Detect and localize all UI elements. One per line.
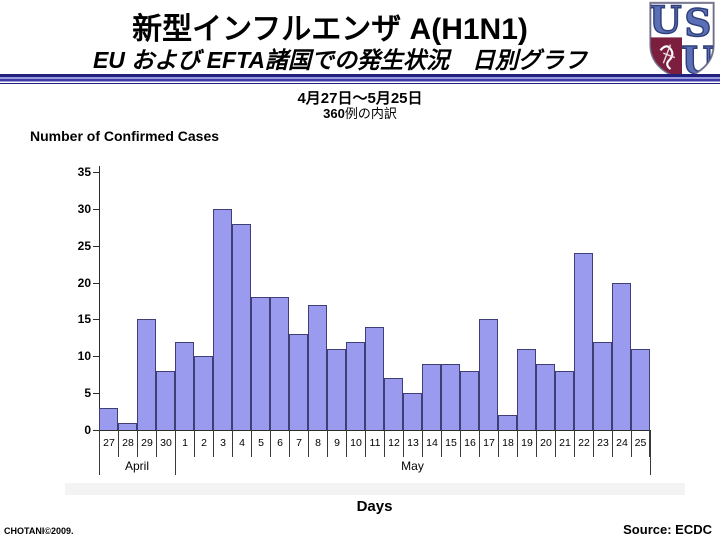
x-tick-label: 23	[593, 430, 612, 457]
bar	[422, 364, 441, 430]
y-tick-mark	[93, 172, 99, 173]
bar	[118, 423, 137, 430]
axis-group-separator	[99, 430, 100, 475]
x-tick-label: 7	[289, 430, 308, 457]
x-tick-label: 3	[213, 430, 232, 457]
bar	[498, 415, 517, 430]
bar	[270, 297, 289, 430]
bar	[232, 224, 251, 430]
bar	[593, 342, 612, 430]
bar	[251, 297, 270, 430]
bar	[631, 349, 650, 430]
data-source: Source: ECDC	[623, 522, 712, 537]
x-tick-label: 5	[251, 430, 270, 457]
y-tick-mark	[93, 208, 99, 210]
svg-text:U: U	[649, 0, 682, 42]
x-tick-label: 14	[422, 430, 441, 457]
y-tick-mark	[93, 282, 99, 284]
shield-icon: U S U	[649, 0, 715, 81]
date-range: 4月27日～5月25日	[297, 90, 423, 107]
y-tick-label: 25	[77, 238, 91, 253]
y-tick-label: 5	[84, 386, 91, 401]
bar	[384, 378, 403, 430]
bar	[574, 253, 593, 430]
x-tick-label: 24	[612, 430, 631, 457]
y-tick-label: 30	[77, 201, 91, 216]
y-axis-line	[99, 166, 100, 430]
x-tick-label: 21	[555, 430, 574, 457]
x-tick-label: 10	[346, 430, 365, 457]
y-tick-label: 10	[77, 349, 91, 364]
bar	[194, 356, 213, 430]
x-tick-label: 11	[365, 430, 384, 457]
y-tick-label: 35	[77, 165, 91, 179]
bar	[403, 393, 422, 430]
y-tick-label: 0	[84, 423, 91, 437]
bar	[99, 408, 118, 430]
x-tick-label: 2	[194, 430, 213, 457]
x-tick-label: 27	[99, 430, 118, 457]
usu-shield-logo: U S U	[646, 0, 718, 82]
case-count: 360	[323, 106, 345, 121]
case-count-line: 360例の内訳	[0, 103, 720, 122]
y-tick-mark	[93, 393, 99, 395]
bar	[441, 364, 460, 430]
bar	[137, 319, 156, 430]
x-tick-label: 16	[460, 430, 479, 457]
x-tick-label: 13	[403, 430, 422, 457]
page-title: 新型インフルエンザ A(H1N1)	[132, 13, 528, 46]
bar	[308, 305, 327, 430]
axis-group-label: May	[401, 459, 424, 473]
x-tick-label: 20	[536, 430, 555, 457]
bar	[517, 349, 536, 430]
bar	[327, 349, 346, 430]
bar	[536, 364, 555, 430]
x-tick-label: 8	[308, 430, 327, 457]
x-axis-line	[99, 430, 651, 431]
author-credit: CHOTANI©2009.	[4, 526, 74, 536]
bar	[460, 371, 479, 430]
x-tick-label: 17	[479, 430, 498, 457]
page-subtitle: EU および EFTA諸国での発生状況 日別グラフ	[92, 47, 588, 73]
y-tick-label: 15	[77, 312, 91, 327]
bar	[175, 342, 194, 430]
case-count-suffix: 例の内訳	[344, 106, 397, 121]
bar	[289, 334, 308, 430]
chart-bottom-strip	[65, 483, 685, 495]
x-tick-label: 22	[574, 430, 593, 457]
bar	[346, 342, 365, 430]
y-tick-mark	[93, 319, 99, 321]
y-tick-mark	[93, 356, 99, 358]
header-divider-line	[0, 74, 720, 84]
axis-group-separator	[175, 430, 176, 475]
x-tick-label: 18	[498, 430, 517, 457]
y-tick-mark	[93, 245, 99, 247]
y-tick-label: 20	[77, 275, 91, 290]
x-tick-label: 12	[384, 430, 403, 457]
x-tick-label: 28	[118, 430, 137, 457]
x-tick-label: 25	[631, 430, 650, 457]
bar	[479, 319, 498, 430]
y-tick-mark	[93, 430, 99, 431]
bar	[213, 209, 232, 430]
x-tick-label: 30	[156, 430, 175, 457]
axis-group-separator	[650, 430, 651, 475]
x-tick-label: 29	[137, 430, 156, 457]
x-axis-title: Days	[356, 498, 393, 515]
bar	[612, 283, 631, 430]
y-axis-title: Number of Confirmed Cases	[30, 128, 220, 144]
bar	[156, 371, 175, 430]
bar	[365, 327, 384, 430]
x-tick-label: 1	[175, 430, 194, 457]
x-tick-label: 9	[327, 430, 346, 457]
svg-text:S: S	[684, 1, 711, 45]
x-tick-label: 4	[232, 430, 251, 457]
x-tick-label: 6	[270, 430, 289, 457]
axis-group-label: April	[124, 459, 149, 473]
x-tick-label: 19	[517, 430, 536, 457]
bar	[555, 371, 574, 430]
x-tick-label: 15	[441, 430, 460, 457]
